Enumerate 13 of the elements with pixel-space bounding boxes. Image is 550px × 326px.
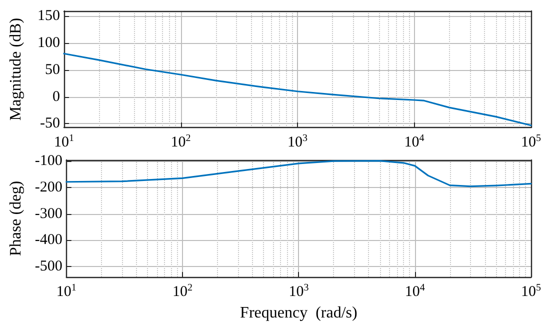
y-tick-label: -400 <box>34 232 62 248</box>
y-tick-label: -500 <box>34 258 62 274</box>
y-axis-title: Magnitude (dB) <box>8 18 24 121</box>
y-tick-label: 100 <box>38 34 60 51</box>
y-tick-label: -50 <box>40 116 60 132</box>
y-tick-label: 150 <box>38 8 60 24</box>
y-tick-label: -300 <box>34 206 62 222</box>
y-tick-label: 50 <box>45 62 60 78</box>
y-tick-label: 0 <box>52 88 60 105</box>
x-axis-title: Frequency (rad/s) <box>240 304 358 322</box>
y-tick-label: -200 <box>34 179 62 196</box>
y-axis-title: Phase (deg) <box>8 180 24 256</box>
y-tick-label: -100 <box>34 153 62 170</box>
